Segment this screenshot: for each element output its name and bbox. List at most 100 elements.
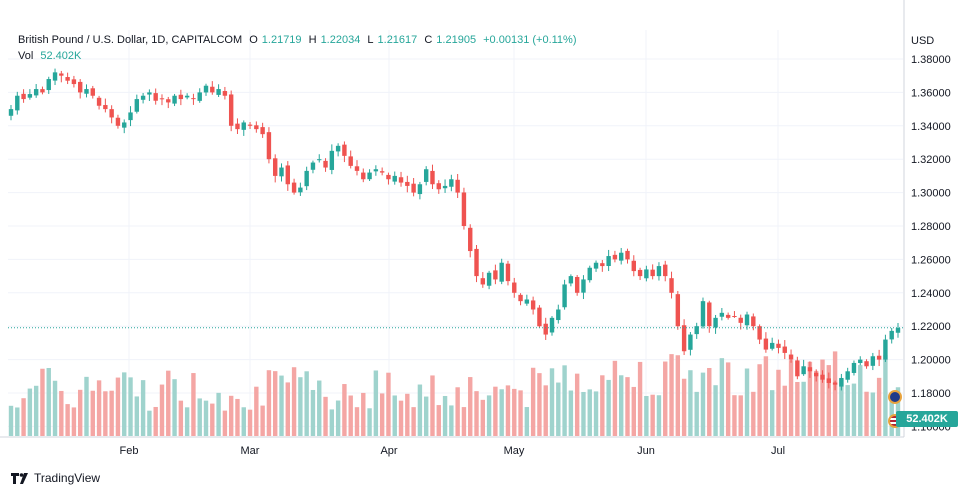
candle-body[interactable] [493,270,498,280]
candle-body[interactable] [826,378,832,383]
candle-body[interactable] [858,359,863,363]
candle-body[interactable] [96,97,102,106]
candle-body[interactable] [386,174,391,180]
candle-body[interactable] [291,182,297,193]
candle-body[interactable] [864,361,869,367]
candle-body[interactable] [524,299,530,304]
candle-body[interactable] [210,86,215,93]
candle-body[interactable] [870,356,876,366]
candle-body[interactable] [273,158,278,176]
candle-body[interactable] [839,377,844,387]
candle-body[interactable] [581,279,586,293]
candle-body[interactable] [788,354,794,360]
x-tick-label[interactable]: Feb [120,445,139,457]
candle-body[interactable] [619,252,624,261]
candle-body[interactable] [587,267,592,281]
candle-body[interactable] [46,79,51,91]
candle-body[interactable] [65,77,70,81]
candle-body[interactable] [688,334,693,350]
candle-body[interactable] [153,93,158,101]
candle-body[interactable] [140,95,146,100]
candle-body[interactable] [568,276,574,284]
candle-body[interactable] [71,79,77,85]
candle-body[interactable] [512,282,517,293]
candle-body[interactable] [499,262,504,282]
candle-body[interactable] [310,162,316,170]
candle-body[interactable] [222,91,228,96]
candle-body[interactable] [247,124,253,126]
candle-body[interactable] [122,122,127,128]
candle-body[interactable] [656,266,662,277]
candle-body[interactable] [335,145,341,152]
candle-body[interactable] [518,294,523,302]
candle-body[interactable] [612,254,618,260]
candle-body[interactable] [84,89,89,94]
x-tick-label[interactable]: Apr [380,445,397,457]
candle-body[interactable] [40,89,45,93]
candle-body[interactable] [109,109,114,118]
candle-body[interactable] [663,264,668,277]
candle-body[interactable] [392,175,397,182]
candle-body[interactable] [876,355,882,360]
candle-body[interactable] [744,314,750,326]
candle-body[interactable] [763,338,769,350]
candle-body[interactable] [103,105,108,110]
candle-body[interactable] [235,123,240,130]
candle-body[interactable] [159,98,165,100]
candle-body[interactable] [637,269,643,277]
candle-body[interactable] [700,301,706,327]
candle-body[interactable] [757,326,762,340]
candle-body[interactable] [134,99,140,112]
candle-body[interactable] [795,360,800,377]
candle-body[interactable] [625,250,630,260]
candle-body[interactable] [59,73,64,76]
candle-body[interactable] [323,160,328,168]
candle-body[interactable] [895,327,901,333]
candle-body[interactable] [644,269,649,279]
candle-body[interactable] [266,132,272,160]
candle-body[interactable] [279,167,284,177]
candle-body[interactable] [379,171,385,173]
candle-body[interactable] [430,170,435,185]
candle-body[interactable] [304,170,309,187]
candle-body[interactable] [593,262,599,269]
candle-body[interactable] [530,300,536,310]
candle-body[interactable] [184,95,190,98]
candle-body[interactable] [115,117,121,126]
candle-body[interactable] [52,72,58,81]
candle-body[interactable] [669,278,674,293]
candle-body[interactable] [27,94,33,98]
candle-body[interactable] [832,382,838,385]
candle-body[interactable] [845,371,850,380]
candle-body[interactable] [600,263,605,267]
candle-body[interactable] [820,374,825,380]
x-tick-label[interactable]: May [504,445,525,457]
candle-body[interactable] [474,248,479,277]
candle-body[interactable] [172,95,177,104]
candle-body[interactable] [480,278,486,285]
candle-body[interactable] [90,88,95,96]
candle-body[interactable] [15,95,20,111]
candle-body[interactable] [549,317,555,333]
candle-body[interactable] [128,112,133,121]
candle-body[interactable] [21,93,26,100]
candle-body[interactable] [147,92,152,95]
candle-body[interactable] [216,89,221,95]
candle-body[interactable] [442,185,448,189]
candle-body[interactable] [329,150,335,170]
candle-body[interactable] [707,302,712,327]
candle-body[interactable] [405,181,410,186]
candle-body[interactable] [449,179,454,187]
candle-body[interactable] [178,94,184,100]
candle-body[interactable] [348,156,353,166]
candle-body[interactable] [883,339,888,360]
candle-body[interactable] [675,294,681,327]
symbol-name[interactable]: British Pound / U.S. Dollar, 1D, CAPITAL… [18,34,243,46]
candle-body[interactable] [713,317,718,328]
candle-body[interactable] [197,92,202,101]
candle-body[interactable] [461,192,467,226]
candle-body[interactable] [801,366,806,375]
candle-body[interactable] [373,169,379,172]
candle-body[interactable] [631,260,636,272]
